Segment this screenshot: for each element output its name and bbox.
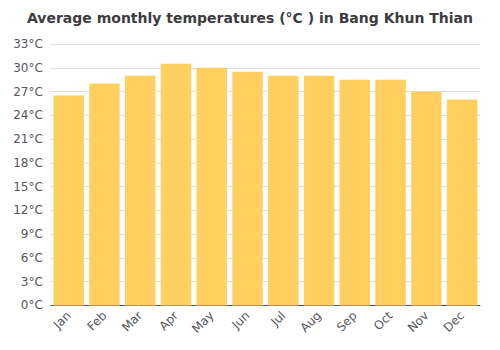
svg-text:9°C: 9°C <box>21 227 43 241</box>
svg-text:30°C: 30°C <box>13 61 43 75</box>
svg-text:Average monthly temperatures (: Average monthly temperatures (°C ) in Ba… <box>27 10 473 26</box>
svg-text:21°C: 21°C <box>13 132 43 146</box>
svg-text:Oct: Oct <box>371 308 396 333</box>
svg-text:Apr: Apr <box>156 308 181 333</box>
svg-text:6°C: 6°C <box>21 251 43 265</box>
svg-text:Mar: Mar <box>119 308 145 334</box>
svg-text:27°C: 27°C <box>13 85 43 99</box>
svg-text:Feb: Feb <box>85 309 110 334</box>
svg-text:May: May <box>189 309 216 336</box>
svg-text:Jul: Jul <box>267 309 288 330</box>
svg-text:0°C: 0°C <box>21 298 43 312</box>
svg-text:Nov: Nov <box>405 309 431 335</box>
svg-text:15°C: 15°C <box>13 180 43 194</box>
svg-text:Dec: Dec <box>441 309 467 335</box>
svg-text:24°C: 24°C <box>13 108 43 122</box>
svg-text:3°C: 3°C <box>21 275 43 289</box>
svg-text:12°C: 12°C <box>13 203 43 217</box>
svg-text:33°C: 33°C <box>13 37 43 51</box>
svg-text:Sep: Sep <box>334 309 360 335</box>
svg-text:Jun: Jun <box>229 309 253 333</box>
svg-text:18°C: 18°C <box>13 156 43 170</box>
svg-text:Jan: Jan <box>50 309 74 333</box>
svg-text:Aug: Aug <box>298 309 324 335</box>
